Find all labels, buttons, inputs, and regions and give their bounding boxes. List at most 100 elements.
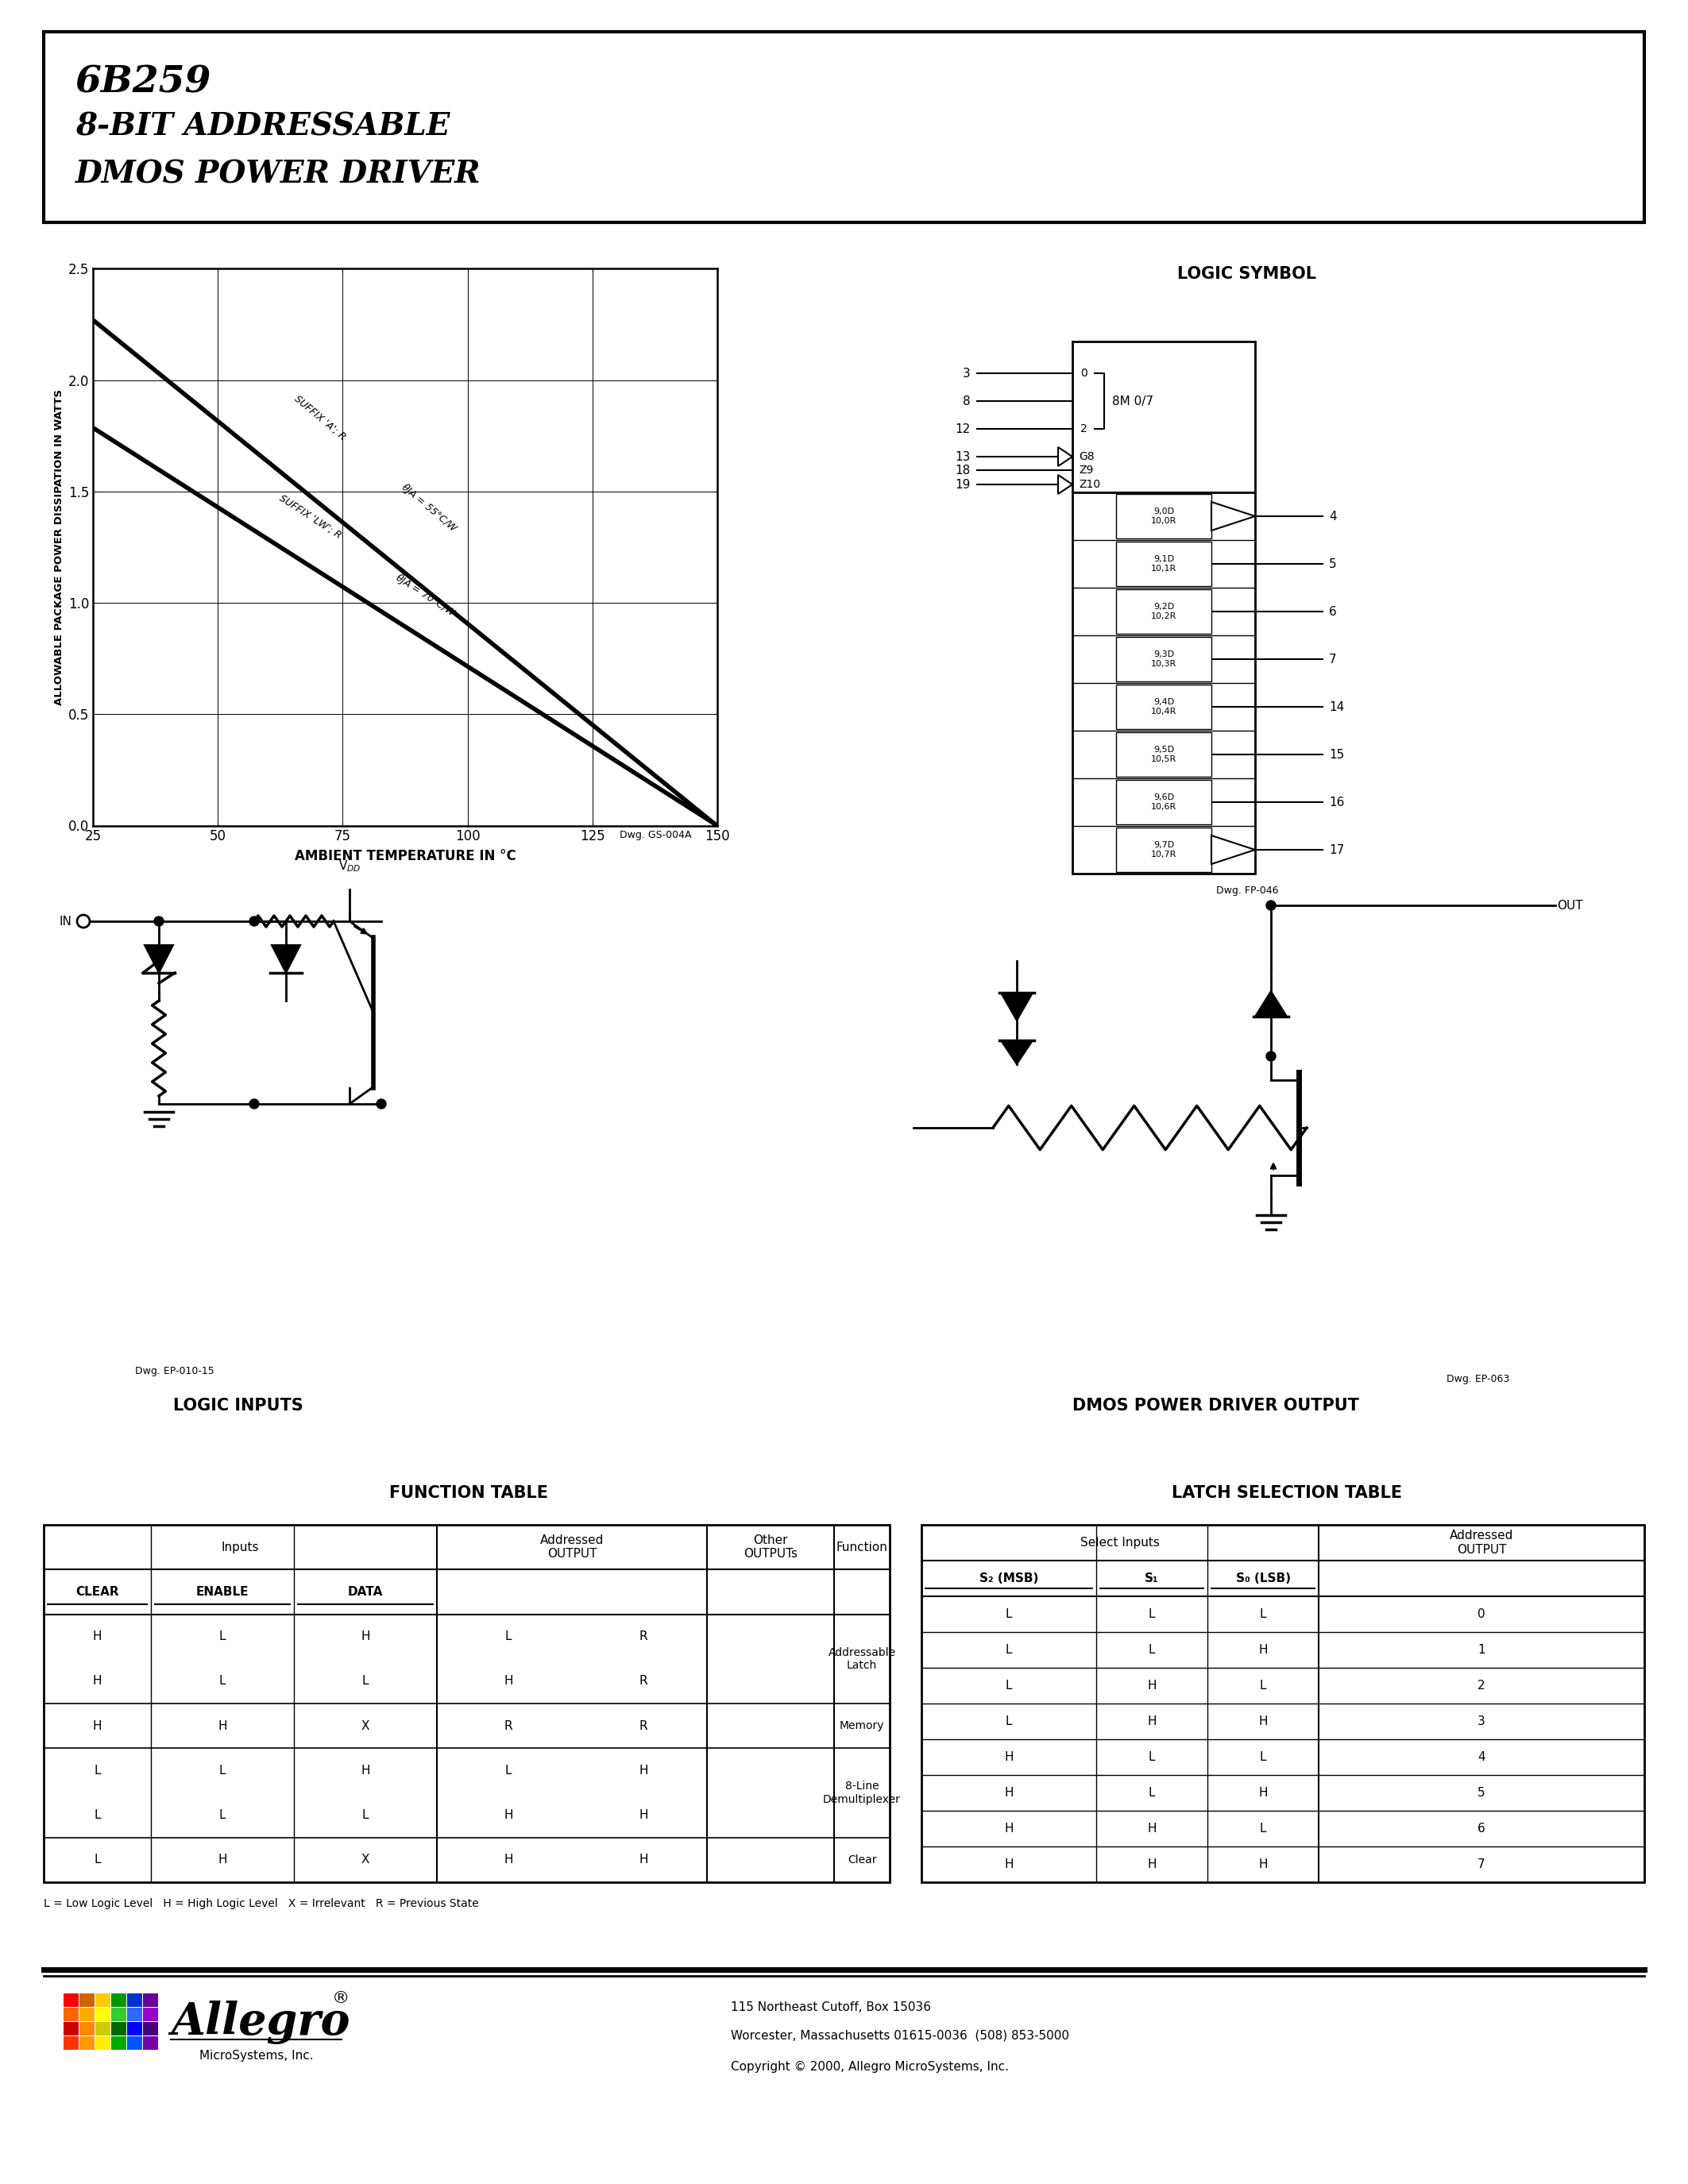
- Text: H: H: [218, 1721, 226, 1732]
- Bar: [79, 2007, 95, 2020]
- Text: L: L: [361, 1808, 368, 1821]
- Bar: [1116, 590, 1212, 633]
- Text: L: L: [95, 1765, 101, 1776]
- Text: Inputs: Inputs: [221, 1542, 260, 1553]
- Text: S₁: S₁: [1144, 1572, 1158, 1583]
- Text: H: H: [1259, 1714, 1268, 1728]
- Text: Dwg. FP-046: Dwg. FP-046: [1215, 885, 1278, 895]
- Text: 1: 1: [1477, 1645, 1485, 1655]
- Bar: [1116, 684, 1212, 729]
- Text: LATCH SELECTION TABLE: LATCH SELECTION TABLE: [1171, 1485, 1403, 1500]
- Text: V$_{DD}$: V$_{DD}$: [338, 858, 361, 874]
- Text: ENABLE: ENABLE: [196, 1586, 248, 1599]
- Bar: [1116, 638, 1212, 681]
- Bar: [64, 1994, 79, 2007]
- Text: H: H: [1148, 1714, 1156, 1728]
- Text: 2: 2: [1477, 1679, 1485, 1693]
- Text: H: H: [1148, 1824, 1156, 1835]
- Text: 5: 5: [1328, 557, 1337, 570]
- Text: Dwg. GS-004A: Dwg. GS-004A: [619, 830, 690, 841]
- Text: 6: 6: [1328, 605, 1337, 618]
- Text: L: L: [1259, 1752, 1266, 1762]
- Circle shape: [1266, 900, 1276, 911]
- Text: SUFFIX 'A'; R: SUFFIX 'A'; R: [292, 393, 348, 443]
- Bar: [127, 2035, 142, 2051]
- Text: 7: 7: [1477, 1859, 1485, 1870]
- Bar: [95, 1994, 110, 2007]
- Text: 16: 16: [1328, 797, 1344, 808]
- Text: H: H: [503, 1854, 513, 1865]
- Text: Addressed
OUTPUT: Addressed OUTPUT: [540, 1535, 604, 1559]
- Text: 17: 17: [1328, 843, 1344, 856]
- Text: Addressable
Latch: Addressable Latch: [829, 1647, 896, 1671]
- Text: L: L: [1148, 1645, 1155, 1655]
- Text: IN: IN: [59, 915, 71, 928]
- Polygon shape: [1212, 836, 1256, 865]
- Text: H: H: [1004, 1824, 1013, 1835]
- Bar: [111, 2022, 127, 2035]
- Text: 4: 4: [1477, 1752, 1485, 1762]
- Circle shape: [250, 917, 258, 926]
- Bar: [64, 2007, 79, 2020]
- Circle shape: [376, 1099, 387, 1109]
- Text: H: H: [1004, 1752, 1013, 1762]
- Bar: [1116, 494, 1212, 539]
- Text: Select Inputs: Select Inputs: [1080, 1538, 1160, 1548]
- Text: $\theta$JA = 55°C/W: $\theta$JA = 55°C/W: [398, 480, 459, 535]
- Text: Dwg. EP-010-15: Dwg. EP-010-15: [135, 1365, 214, 1376]
- Text: FUNCTION TABLE: FUNCTION TABLE: [390, 1485, 549, 1500]
- Text: Clear: Clear: [847, 1854, 876, 1865]
- X-axis label: AMBIENT TEMPERATURE IN °C: AMBIENT TEMPERATURE IN °C: [294, 850, 517, 863]
- Text: LOGIC SYMBOL: LOGIC SYMBOL: [1178, 266, 1317, 282]
- Text: Worcester, Massachusetts 01615-0036  (508) 853-5000: Worcester, Massachusetts 01615-0036 (508…: [731, 2029, 1069, 2042]
- Text: L: L: [361, 1675, 368, 1686]
- Text: 9,6D
10,6R: 9,6D 10,6R: [1151, 793, 1177, 810]
- Text: L: L: [1006, 1607, 1013, 1621]
- Bar: [1072, 341, 1256, 491]
- Text: S₀ (LSB): S₀ (LSB): [1236, 1572, 1290, 1583]
- Text: 0: 0: [1477, 1607, 1485, 1621]
- Text: L: L: [95, 1854, 101, 1865]
- Text: H: H: [1148, 1679, 1156, 1693]
- Text: 2: 2: [1080, 424, 1087, 435]
- Text: H: H: [638, 1808, 648, 1821]
- Text: 7: 7: [1328, 653, 1337, 666]
- Text: R: R: [640, 1721, 648, 1732]
- Text: DMOS POWER DRIVER OUTPUT: DMOS POWER DRIVER OUTPUT: [1072, 1398, 1359, 1413]
- Text: R: R: [505, 1721, 513, 1732]
- Polygon shape: [1256, 992, 1286, 1016]
- Polygon shape: [272, 946, 300, 972]
- Text: H: H: [1004, 1859, 1013, 1870]
- Text: 6B259: 6B259: [76, 63, 211, 100]
- Text: L: L: [1006, 1645, 1013, 1655]
- Y-axis label: ALLOWABLE PACKAGE POWER DISSIPATION IN WATTS: ALLOWABLE PACKAGE POWER DISSIPATION IN W…: [54, 389, 64, 705]
- Text: DATA: DATA: [348, 1586, 383, 1599]
- Text: 19: 19: [955, 478, 971, 491]
- Bar: [44, 33, 1644, 223]
- Text: 9,2D
10,2R: 9,2D 10,2R: [1151, 603, 1177, 620]
- Bar: [127, 2022, 142, 2035]
- Text: 8: 8: [964, 395, 971, 406]
- Text: 4: 4: [1328, 511, 1337, 522]
- Circle shape: [250, 1099, 258, 1109]
- Bar: [95, 2035, 110, 2051]
- Text: LOGIC INPUTS: LOGIC INPUTS: [174, 1398, 304, 1413]
- Text: Z9: Z9: [1079, 465, 1094, 476]
- Text: $\theta$JA = 70°C/W: $\theta$JA = 70°C/W: [393, 572, 459, 620]
- Text: 18: 18: [955, 465, 971, 476]
- Bar: [64, 2035, 79, 2051]
- Text: 9,4D
10,4R: 9,4D 10,4R: [1151, 699, 1177, 716]
- Text: L: L: [219, 1765, 226, 1776]
- Text: ®: ®: [333, 1990, 349, 2007]
- Text: OUT: OUT: [1556, 900, 1583, 911]
- Bar: [79, 2022, 95, 2035]
- Text: H: H: [1259, 1787, 1268, 1800]
- Bar: [64, 2022, 79, 2035]
- Text: L: L: [1148, 1787, 1155, 1800]
- Text: Dwg. EP-063: Dwg. EP-063: [1447, 1374, 1509, 1385]
- Text: 6: 6: [1477, 1824, 1485, 1835]
- Text: L: L: [505, 1765, 511, 1776]
- Text: L: L: [219, 1808, 226, 1821]
- Bar: [95, 2007, 110, 2020]
- Circle shape: [1266, 1051, 1276, 1061]
